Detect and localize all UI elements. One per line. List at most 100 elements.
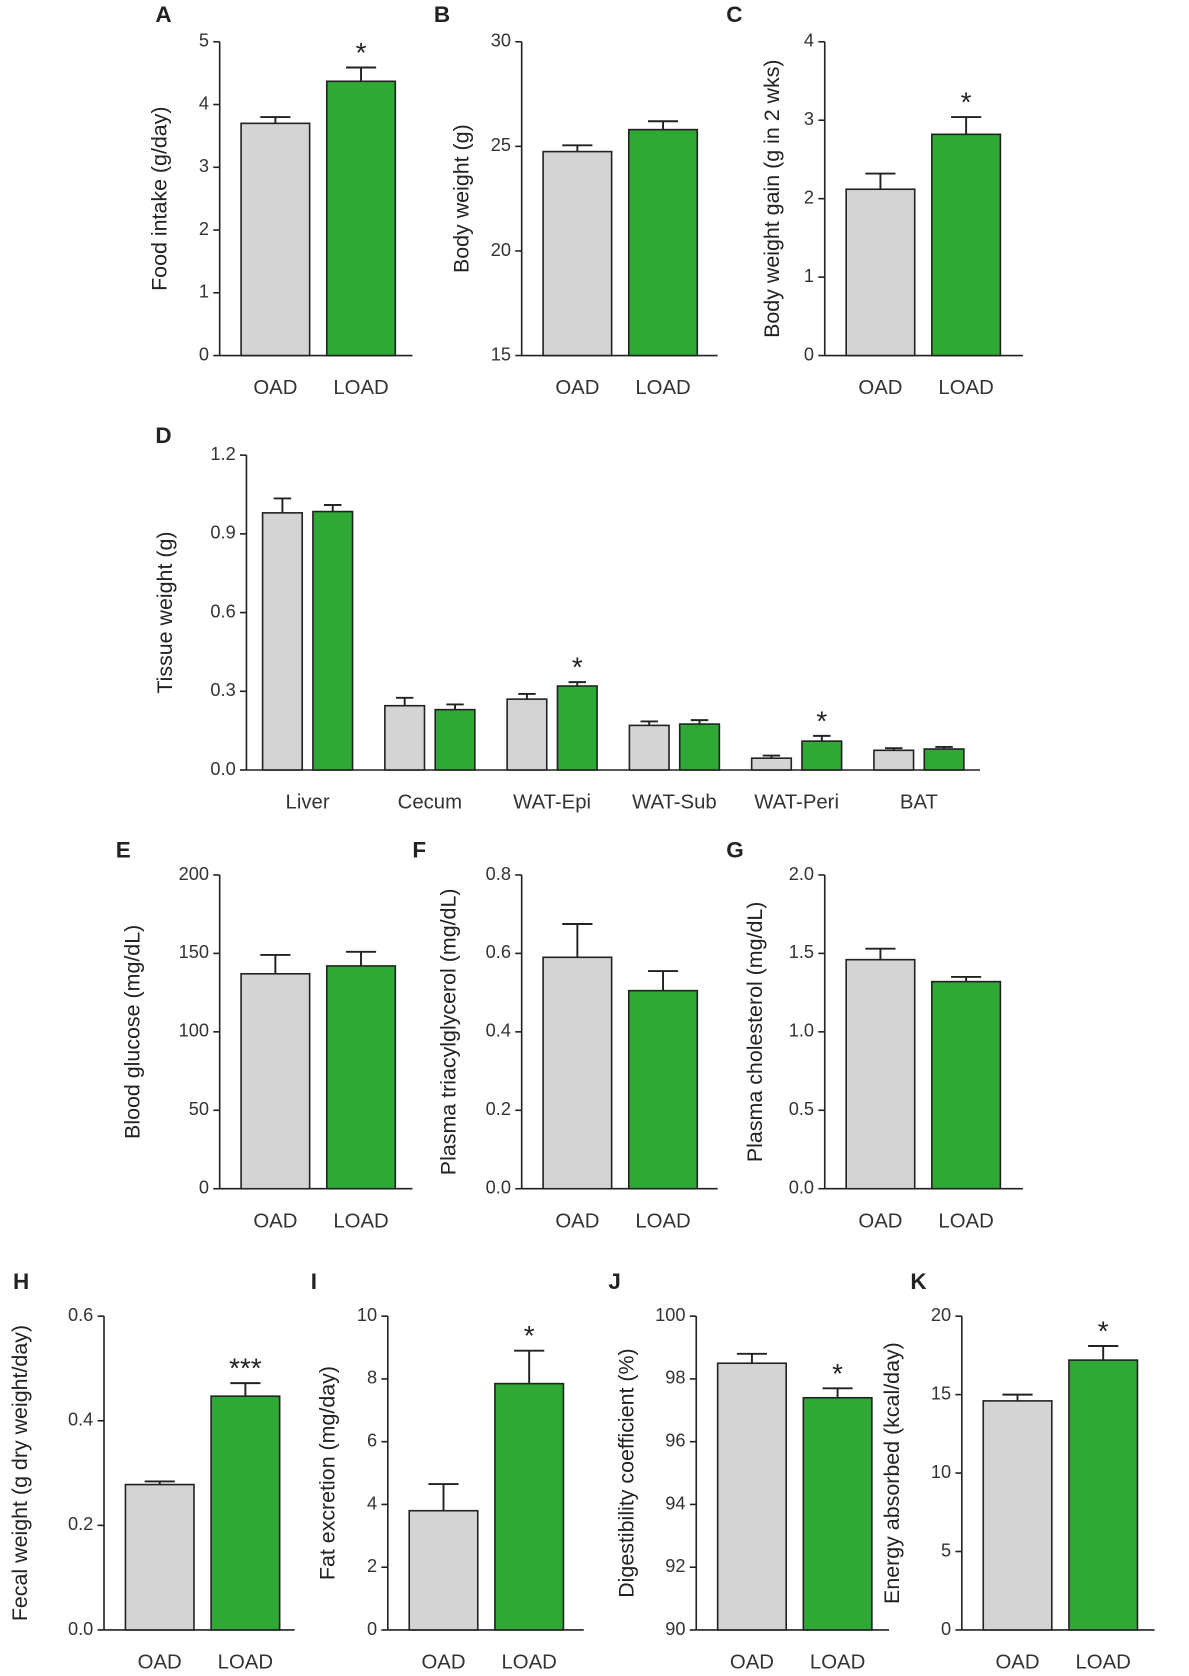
error-bar	[518, 692, 536, 700]
panel-letter: A	[155, 2, 171, 27]
y-tick-label: 20	[491, 240, 511, 260]
y-axis-label: Body weight (g)	[449, 124, 473, 273]
x-tick-label: OAD	[253, 1210, 297, 1232]
bar	[628, 724, 670, 771]
significance: *	[524, 1320, 535, 1351]
error-bar	[562, 144, 593, 152]
significance: *	[356, 37, 367, 68]
y-tick-label: 0.2	[486, 1099, 511, 1119]
error-bar	[865, 172, 896, 190]
panel-letter: H	[13, 1269, 29, 1294]
error-bar	[951, 975, 982, 982]
error-bar	[144, 1480, 175, 1485]
y-tick-label: 5	[199, 31, 209, 51]
y-tick-label: 2.0	[789, 864, 814, 884]
y-tick-label: 90	[665, 1619, 685, 1639]
bar	[802, 1396, 873, 1631]
error-bar	[951, 116, 982, 135]
y-tick-label: 50	[189, 1099, 209, 1119]
error-bar	[885, 747, 903, 751]
x-tick-label: BAT	[900, 792, 938, 814]
x-tick-label: LOAD	[635, 377, 690, 399]
y-tick-label: 200	[179, 864, 209, 884]
error-bar	[1088, 1345, 1119, 1361]
x-tick-label: LOAD	[333, 1210, 388, 1232]
x-tick-label: OAD	[421, 1652, 465, 1674]
bar	[845, 188, 916, 357]
bar	[312, 510, 354, 771]
y-tick-label: 150	[179, 942, 209, 962]
y-tick-label: 3	[804, 109, 814, 129]
y-tick-label: 1	[199, 282, 209, 302]
bar	[678, 723, 721, 771]
bar	[434, 708, 476, 771]
error-bar	[647, 970, 679, 991]
y-axis-label: Energy absorbed (kcal/day)	[880, 1342, 904, 1604]
x-tick-label: LOAD	[333, 377, 388, 399]
bar	[627, 989, 699, 1190]
error-bar	[813, 734, 831, 742]
y-tick-label: 25	[491, 135, 511, 155]
y-tick-label: 94	[665, 1493, 685, 1513]
error-bar	[395, 696, 414, 706]
bar	[931, 980, 1002, 1190]
panel-letter: K	[910, 1269, 927, 1294]
y-tick-label: 0.0	[486, 1178, 511, 1198]
y-tick-label: 98	[665, 1368, 685, 1388]
y-tick-label: 6	[367, 1430, 377, 1450]
y-tick-label: 8	[367, 1368, 377, 1388]
error-bar	[260, 953, 291, 974]
bar	[1068, 1359, 1139, 1631]
error-bar	[762, 754, 781, 759]
y-tick-label: 0.4	[486, 1021, 511, 1041]
x-tick-label: WAT-Sub	[632, 792, 717, 814]
bar	[325, 965, 397, 1190]
y-tick-label: 1.2	[210, 444, 235, 464]
error-bar	[647, 120, 679, 130]
bar	[240, 122, 311, 357]
bar	[408, 1509, 479, 1631]
y-axis-label: Body weight gain (g in 2 wks)	[760, 59, 784, 337]
y-tick-label: 10	[357, 1305, 377, 1325]
error-bar	[690, 719, 709, 725]
bar	[506, 698, 548, 771]
error-bar	[345, 66, 377, 82]
bar	[542, 956, 613, 1190]
y-tick-label: 0.3	[210, 680, 235, 700]
bar	[556, 685, 598, 771]
y-tick-label: 0	[367, 1619, 377, 1639]
y-axis-label: Fat excretion (mg/day)	[316, 1366, 340, 1580]
panel-letter: E	[116, 837, 131, 862]
x-tick-label: LOAD	[635, 1210, 690, 1232]
panel-letter: G	[726, 837, 743, 862]
y-tick-label: 0.0	[210, 759, 235, 779]
error-bar	[562, 923, 593, 958]
x-tick-label: WAT-Epi	[513, 792, 591, 814]
y-tick-label: 100	[655, 1305, 685, 1325]
bar	[982, 1400, 1053, 1631]
y-tick-label: 0.0	[789, 1178, 814, 1198]
x-tick-label: OAD	[858, 1210, 902, 1232]
bar	[801, 740, 843, 771]
y-tick-label: 2	[804, 187, 814, 207]
panel-letter: C	[726, 2, 742, 27]
y-axis-label: Food intake (g/day)	[147, 106, 171, 290]
y-tick-label: 0	[199, 1178, 209, 1198]
panel-letter: F	[412, 837, 426, 862]
panel-letter: B	[434, 2, 450, 27]
y-tick-label: 2	[199, 219, 209, 239]
error-bar	[273, 497, 292, 513]
error-bar	[428, 1483, 459, 1511]
panel-letter: I	[311, 1269, 317, 1294]
y-tick-label: 1.0	[789, 1021, 814, 1041]
x-tick-label: OAD	[253, 377, 297, 399]
y-tick-label: 15	[931, 1383, 951, 1403]
error-bar	[1002, 1393, 1033, 1401]
error-bar	[446, 703, 464, 710]
significance: *	[572, 652, 583, 683]
error-bar	[324, 504, 342, 512]
y-tick-label: 92	[665, 1556, 685, 1576]
x-tick-label: LOAD	[1076, 1652, 1131, 1674]
y-tick-label: 1	[804, 266, 814, 286]
y-axis-label: Fecal weight (g dry weight/day)	[8, 1325, 32, 1621]
